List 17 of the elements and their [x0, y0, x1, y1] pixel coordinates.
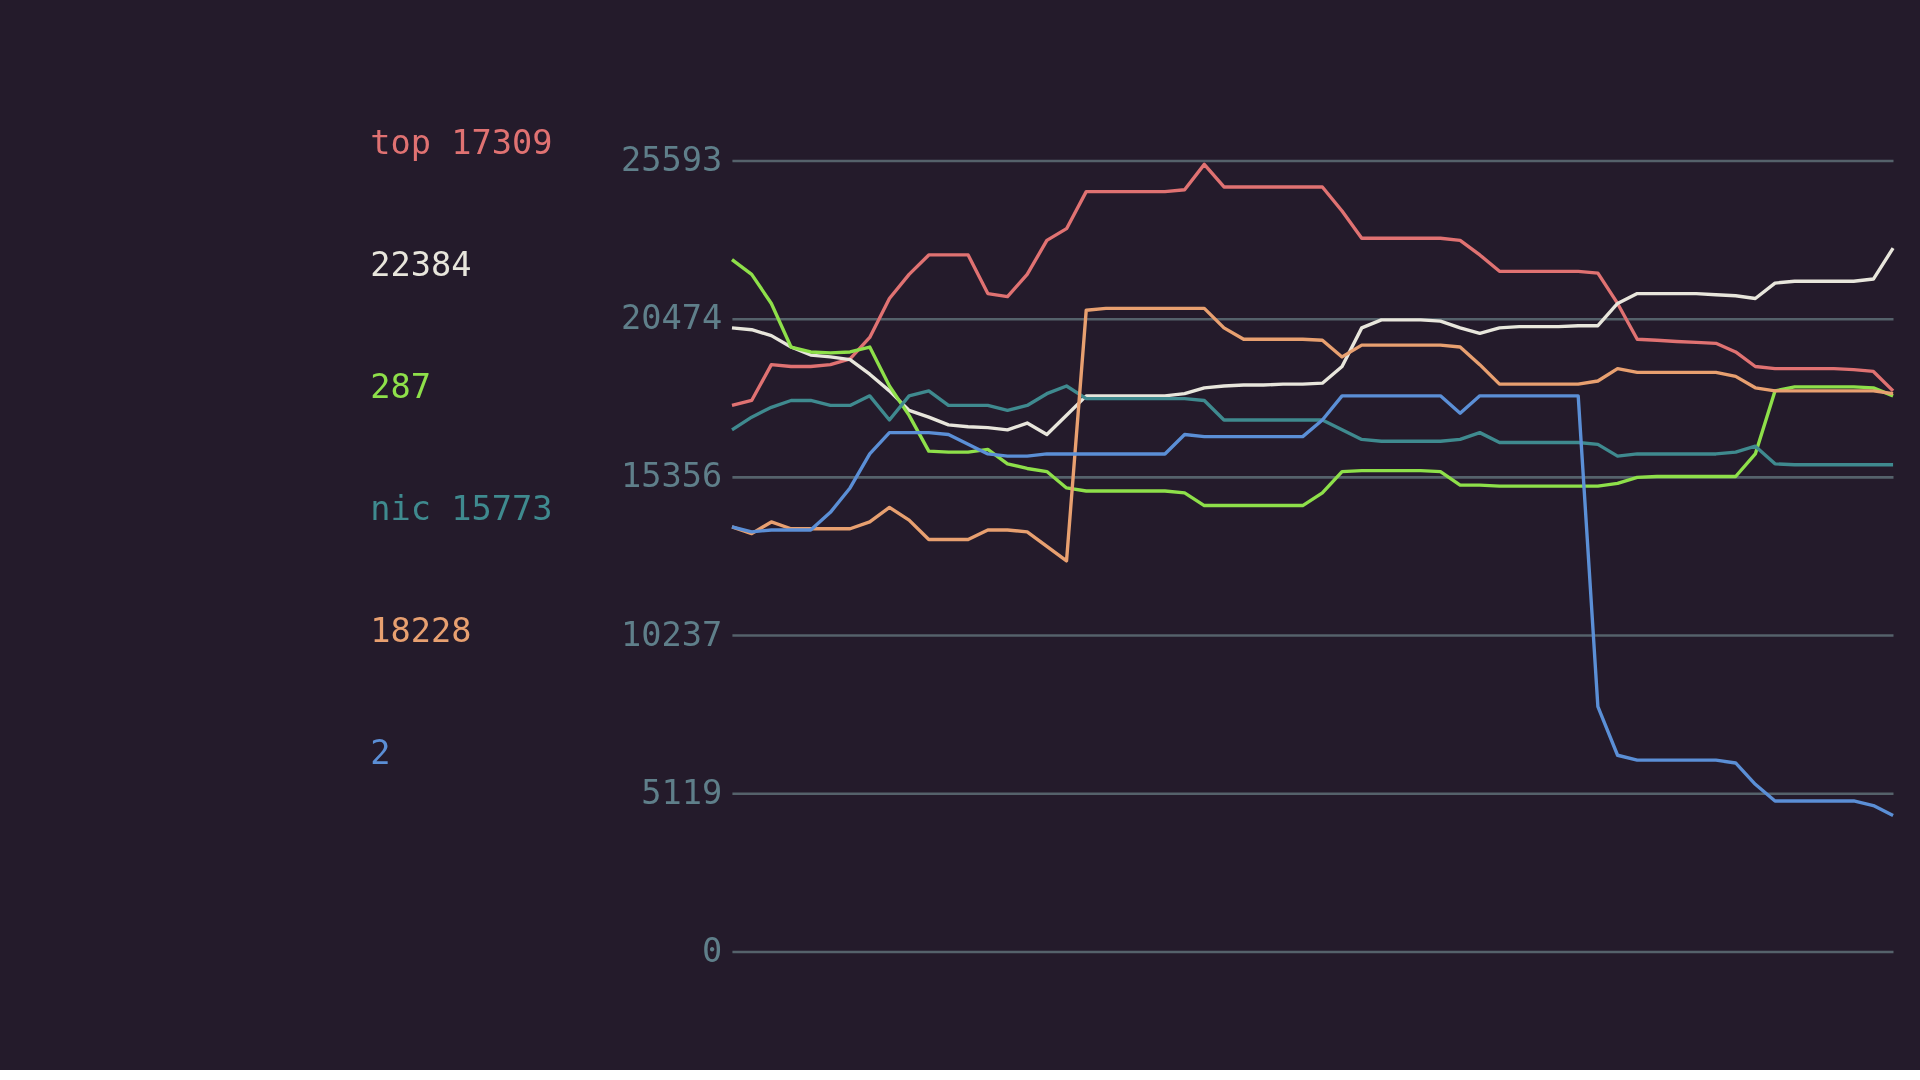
- y-tick-label: 15356: [621, 456, 723, 496]
- text: 287: [370, 366, 431, 406]
- line-series: [730, 246, 1895, 437]
- text: 2: [370, 732, 391, 772]
- text: nic 15773: [370, 488, 553, 528]
- y-tick-label: 5119: [641, 772, 723, 812]
- line-series: [730, 384, 1895, 467]
- line-series: [730, 394, 1895, 818]
- y-tick-label: 0: [702, 930, 723, 970]
- line-series: [730, 162, 1895, 408]
- line-series: [730, 257, 1895, 508]
- y-tick-label: 10237: [621, 614, 723, 654]
- text: top 17309: [370, 122, 553, 162]
- y-tick-label: 25593: [621, 140, 723, 180]
- text: 18228: [370, 610, 472, 650]
- y-tick-label: 20474: [621, 298, 723, 338]
- text: 22384: [370, 244, 472, 284]
